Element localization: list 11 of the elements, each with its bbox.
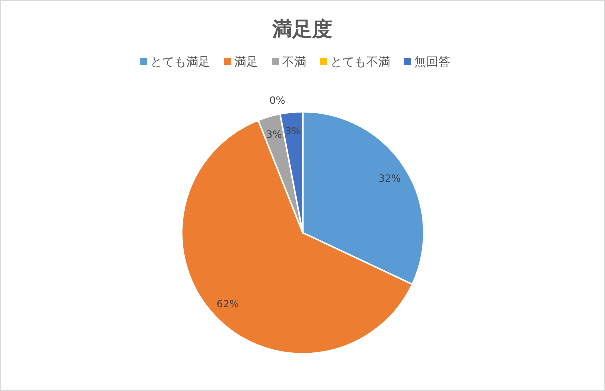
legend-label: 不満 <box>282 55 306 69</box>
data-label: 32% <box>378 174 401 185</box>
data-label: 3% <box>266 130 282 142</box>
legend-label: とても不満 <box>330 55 390 69</box>
data-label: 3% <box>285 126 302 138</box>
legend-label: とても満足 <box>150 55 210 69</box>
legend-label: 無回答 <box>414 55 450 69</box>
text: 0% <box>270 96 286 107</box>
data-label: 62% <box>216 299 240 310</box>
legend-label: 満足 <box>234 55 258 69</box>
chart-title: 満足度 <box>272 17 332 41</box>
